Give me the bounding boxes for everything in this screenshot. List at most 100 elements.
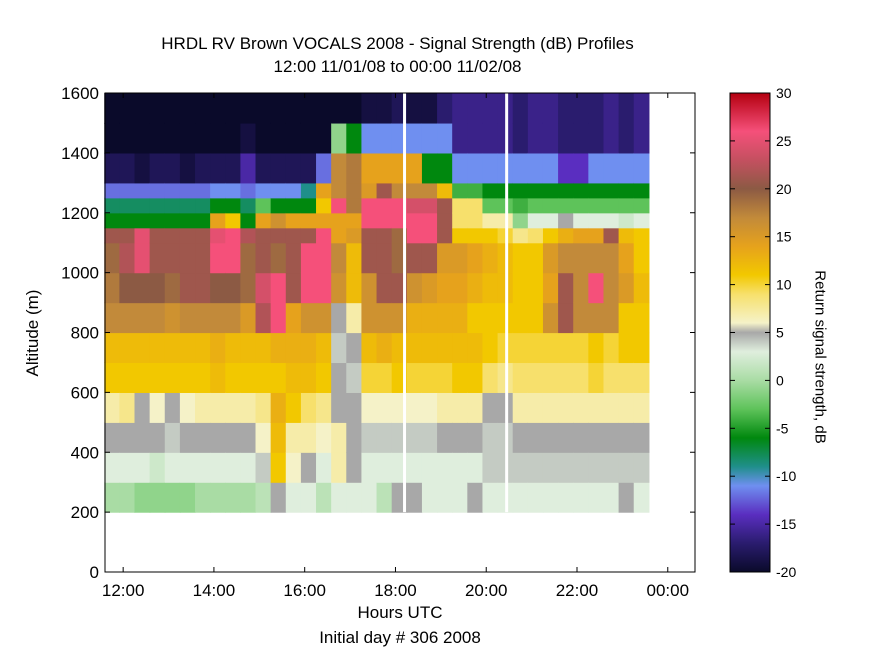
heatmap-cell [603,212,620,229]
heatmap-cell [437,93,453,124]
heatmap-cell [633,122,650,154]
heatmap-cell [512,302,529,334]
heatmap-cell [527,93,544,124]
heatmap-cell [164,392,181,423]
heatmap-cell [452,242,468,274]
heatmap-cell [542,242,559,274]
heatmap-cell [270,452,287,483]
heatmap-cell [376,212,393,229]
colorbar-tick-label: 20 [776,181,792,197]
heatmap-cell [558,392,574,423]
data-gap-lines [403,93,509,513]
heatmap-cell [542,362,559,393]
heatmap-cell [467,362,484,393]
heatmap-cell [603,152,620,184]
heatmap-cell [255,93,272,124]
x-tick-label: 20:00 [465,581,508,600]
heatmap-cell [225,302,241,334]
heatmap-cell [104,212,120,229]
heatmap-cell [331,122,347,154]
heatmap-cell [331,362,347,393]
heatmap-cell [240,197,257,214]
heatmap-cell [361,452,378,483]
heatmap-cell [134,452,151,483]
heatmap-cell [164,302,181,334]
heatmap-cell [542,212,559,229]
heatmap-cell [467,242,484,274]
heatmap-cell [316,182,332,199]
heatmap-cell [437,152,453,184]
heatmap-cell [633,332,650,364]
heatmap-cell [346,242,363,274]
heatmap-cell [149,122,166,154]
heatmap-cell [467,93,484,124]
heatmap-cell [210,227,226,244]
heatmap-cell [618,482,635,513]
heatmap-cell [225,332,241,364]
heatmap-cell [603,272,620,304]
heatmap-cell [406,482,423,513]
heatmap-cell [603,302,620,334]
heatmap-cell [482,302,499,334]
heatmap-cell [376,392,393,423]
heatmap-cell [134,302,151,334]
heatmap-cell [467,392,484,423]
heatmap-cell [452,362,468,393]
heatmap-cell [210,272,226,304]
heatmap-cell [452,197,468,214]
y-axis-label: Altitude (m) [23,289,42,377]
heatmap-cell [603,332,620,364]
heatmap-cell [255,227,272,244]
heatmap-cell [285,332,302,364]
heatmap-cell [542,152,559,184]
heatmap-cell [316,302,332,334]
heatmap-cell [104,182,120,199]
heatmap-cell [361,272,378,304]
heatmap-cell [300,362,317,393]
heatmap-cell [527,422,544,453]
heatmap-cell [527,227,544,244]
heatmap-cell [210,452,226,483]
heatmap-cell [225,93,241,124]
heatmap-cell [633,197,650,214]
heatmap-cell [588,197,605,214]
heatmap-cell [316,93,332,124]
heatmap-cell [164,152,181,184]
heatmap-cell [316,242,332,274]
heatmap-cell [285,482,302,513]
heatmap-cell [467,452,484,483]
heatmap-cell [285,152,302,184]
heatmap-cell [134,272,151,304]
heatmap-cell [179,362,196,393]
heatmap-cell [285,93,302,124]
heatmap-cell [512,227,529,244]
heatmap-cell [421,93,438,124]
chart-title: HRDL RV Brown VOCALS 2008 - Signal Stren… [161,34,634,53]
heatmap-cell [376,197,393,214]
heatmap-cell [134,332,151,364]
heatmap-cell [240,272,257,304]
heatmap-cell [618,182,635,199]
x-axis-ticks: 12:00 14:00 16:00 18:00 20:00 22:00 00:00 [102,93,689,600]
heatmap-cell [421,362,438,393]
heatmap-cell [316,362,332,393]
heatmap-cell [406,122,423,154]
heatmap-cell [452,93,468,124]
heatmap-cell [210,182,226,199]
heatmap-cell [346,272,363,304]
heatmap-cell [588,452,605,483]
heatmap-cell [361,422,378,453]
heatmap-cell [195,227,211,244]
heatmap-cell [361,302,378,334]
heatmap-cell [240,392,257,423]
heatmap-cell [300,242,317,274]
heatmap-cell [225,197,241,214]
heatmap-cell [482,197,499,214]
heatmap-cell [270,272,287,304]
heatmap-cell [119,482,136,513]
heatmap-cell [421,482,438,513]
heatmap-cell [210,482,226,513]
heatmap-cell [542,227,559,244]
heatmap-cell [573,332,589,364]
heatmap-cell [149,182,166,199]
